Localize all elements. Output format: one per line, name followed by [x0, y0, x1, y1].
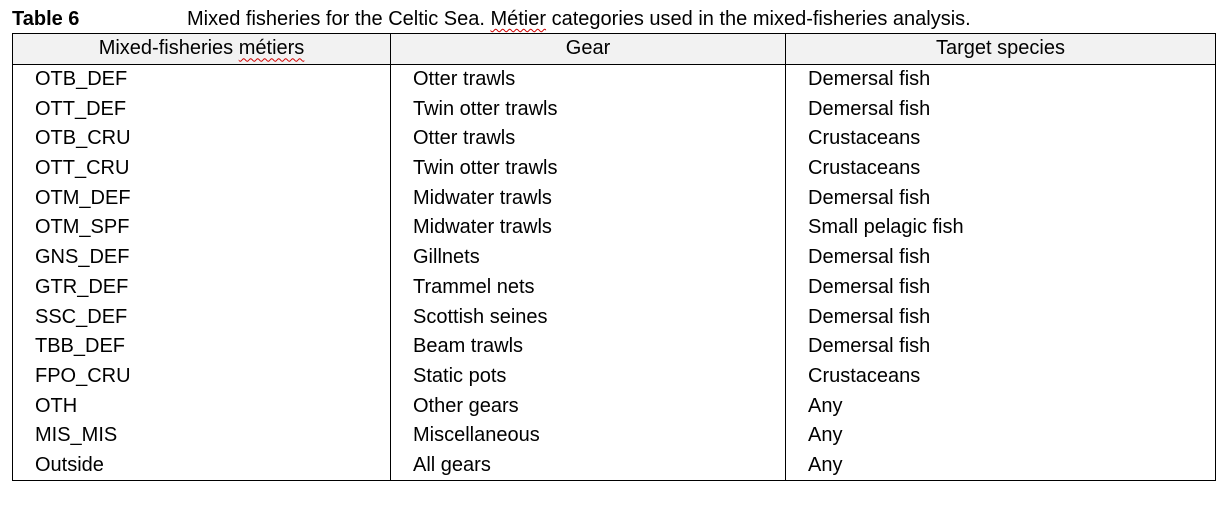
table-row: OTM_DEF Midwater trawls Demersal fish — [12, 183, 1216, 214]
cell-target: Crustaceans — [785, 124, 1216, 154]
cell-target: Demersal fish — [785, 272, 1216, 303]
cell-target: Demersal fish — [785, 94, 1216, 125]
cell-gear: Other gears — [390, 391, 786, 421]
title-spellcheck-word: Métier — [490, 8, 547, 30]
table-row: Outside All gears Any — [12, 450, 1216, 482]
cell-gear: Trammel nets — [390, 272, 786, 303]
title-text-end: categories used in the mixed-fisheries a… — [546, 8, 971, 30]
cell-metier: FPO_CRU — [12, 361, 391, 392]
table-row: SSC_DEF Scottish seines Demersal fish — [12, 302, 1216, 332]
cell-gear: Gillnets — [390, 242, 786, 273]
cell-metier: OTT_CRU — [12, 153, 391, 184]
table-row: OTM_SPF Midwater trawls Small pelagic fi… — [12, 213, 1216, 243]
table-title: Mixed fisheries for the Celtic Sea. Méti… — [187, 6, 971, 32]
cell-gear: Otter trawls — [390, 124, 786, 154]
header-metiers-text: Mixed-fisheries — [98, 37, 239, 60]
cell-metier: OTB_CRU — [12, 124, 391, 154]
cell-target: Demersal fish — [785, 64, 1216, 95]
cell-metier: MIS_MIS — [12, 420, 391, 451]
table-row: MIS_MIS Miscellaneous Any — [12, 420, 1216, 451]
cell-target: Any — [785, 450, 1216, 482]
cell-gear: Twin otter trawls — [390, 153, 786, 184]
cell-gear: All gears — [390, 450, 786, 482]
table-row: TBB_DEF Beam trawls Demersal fish — [12, 331, 1216, 362]
cell-gear: Midwater trawls — [390, 183, 786, 214]
cell-target: Any — [785, 391, 1216, 421]
cell-target: Demersal fish — [785, 242, 1216, 273]
cell-target: Demersal fish — [785, 183, 1216, 214]
cell-gear: Static pots — [390, 361, 786, 392]
cell-metier: OTB_DEF — [12, 64, 391, 95]
cell-metier: GTR_DEF — [12, 272, 391, 303]
table-row: OTT_CRU Twin otter trawls Crustaceans — [12, 153, 1216, 184]
cell-target: Crustaceans — [785, 361, 1216, 392]
cell-gear: Midwater trawls — [390, 213, 786, 243]
table-label: Table 6 — [12, 8, 80, 30]
cell-target: Any — [785, 420, 1216, 451]
cell-target: Crustaceans — [785, 153, 1216, 184]
table-row: GTR_DEF Trammel nets Demersal fish — [12, 272, 1216, 303]
table-row: OTB_DEF Otter trawls Demersal fish — [12, 64, 1216, 95]
cell-metier: OTH — [12, 391, 391, 421]
header-target-species: Target species — [785, 33, 1216, 65]
table-caption: Table 6 Mixed fisheries for the Celtic S… — [12, 6, 1212, 32]
header-metiers: Mixed-fisheries métiers — [12, 33, 391, 65]
cell-metier: TBB_DEF — [12, 331, 391, 362]
table-header-row: Mixed-fisheries métiers Gear Target spec… — [12, 33, 1216, 65]
table-row: FPO_CRU Static pots Crustaceans — [12, 361, 1216, 392]
cell-metier: OTM_DEF — [12, 183, 391, 214]
metier-table: Mixed-fisheries métiers Gear Target spec… — [12, 33, 1216, 482]
table-row: OTH Other gears Any — [12, 391, 1216, 421]
cell-target: Demersal fish — [785, 302, 1216, 332]
cell-target: Demersal fish — [785, 331, 1216, 362]
cell-metier: OTM_SPF — [12, 213, 391, 243]
cell-gear: Beam trawls — [390, 331, 786, 362]
cell-gear: Miscellaneous — [390, 420, 786, 451]
header-spellcheck-word: métiers — [238, 37, 305, 60]
cell-metier: GNS_DEF — [12, 242, 391, 273]
header-gear: Gear — [390, 33, 786, 65]
cell-gear: Otter trawls — [390, 64, 786, 95]
title-text-start: Mixed fisheries for the Celtic Sea. — [187, 8, 491, 30]
table-row: GNS_DEF Gillnets Demersal fish — [12, 242, 1216, 273]
table-row: OTT_DEF Twin otter trawls Demersal fish — [12, 94, 1216, 125]
cell-metier: SSC_DEF — [12, 302, 391, 332]
cell-target: Small pelagic fish — [785, 213, 1216, 243]
table-row: OTB_CRU Otter trawls Crustaceans — [12, 124, 1216, 154]
cell-metier: Outside — [12, 450, 391, 482]
cell-metier: OTT_DEF — [12, 94, 391, 125]
cell-gear: Scottish seines — [390, 302, 786, 332]
cell-gear: Twin otter trawls — [390, 94, 786, 125]
